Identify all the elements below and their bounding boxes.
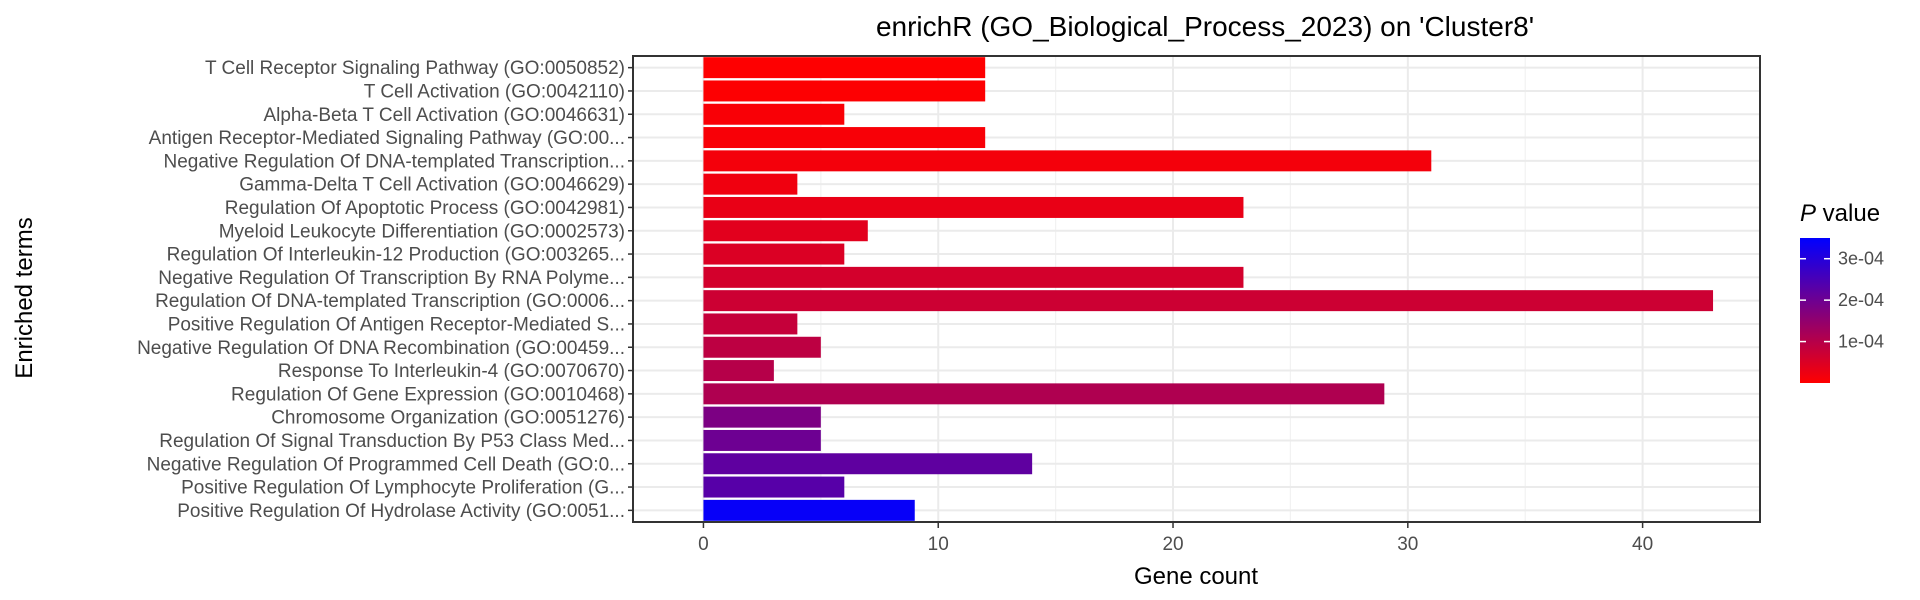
bar — [703, 406, 821, 428]
bar — [703, 196, 1244, 218]
y-tick-label: T Cell Receptor Signaling Pathway (GO:00… — [205, 58, 625, 79]
y-tick-labels: T Cell Receptor Signaling Pathway (GO:00… — [137, 58, 633, 522]
bar — [703, 220, 868, 242]
y-tick-label: T Cell Activation (GO:0042110) — [364, 81, 625, 102]
y-tick-label: Regulation Of Signal Transduction By P53… — [159, 431, 625, 452]
y-tick-label: Response To Interleukin-4 (GO:0070670) — [278, 361, 625, 382]
y-tick-label: Regulation Of DNA-templated Transcriptio… — [155, 291, 625, 312]
legend-tick-label: 2e-04 — [1838, 290, 1884, 310]
bar — [703, 336, 821, 358]
legend-tick-label: 3e-04 — [1838, 249, 1884, 269]
legend-tick-label: 1e-04 — [1838, 332, 1884, 352]
x-axis: 0 10 20 30 40 — [698, 522, 1653, 555]
bar — [703, 243, 845, 265]
y-tick-label: Alpha-Beta T Cell Activation (GO:0046631… — [263, 105, 625, 126]
bar — [703, 499, 915, 521]
x-tick-label: 20 — [1162, 534, 1183, 555]
panel-background — [633, 56, 1760, 522]
legend-title: P value — [1800, 200, 1880, 227]
x-tick-label: 10 — [928, 534, 949, 555]
y-axis-title: Enriched terms — [11, 217, 38, 378]
bar — [703, 150, 1432, 172]
bar — [703, 383, 1385, 405]
plot-panel — [633, 56, 1760, 522]
x-axis-title: Gene count — [1134, 563, 1258, 590]
x-tick-label: 40 — [1632, 534, 1653, 555]
bar — [703, 173, 798, 195]
chart-title: enrichR (GO_Biological_Process_2023) on … — [876, 11, 1534, 42]
y-tick-label: Positive Regulation Of Lymphocyte Prolif… — [181, 478, 625, 499]
bar — [703, 290, 1714, 312]
bar — [703, 127, 986, 149]
x-tick-label: 30 — [1397, 534, 1418, 555]
p-value-legend: P value 1e-04 2e-04 3e-04 — [1800, 200, 1884, 383]
y-tick-label: Antigen Receptor-Mediated Signaling Path… — [149, 128, 625, 149]
legend-colorbar — [1800, 238, 1830, 383]
y-tick-label: Positive Regulation Of Hydrolase Activit… — [177, 501, 625, 522]
bar — [703, 103, 845, 125]
y-tick-label: Negative Regulation Of Transcription By … — [158, 268, 625, 289]
y-tick-label: Myeloid Leukocyte Differentiation (GO:00… — [219, 221, 625, 242]
y-tick-label: Negative Regulation Of DNA-templated Tra… — [164, 151, 626, 172]
bar — [703, 57, 986, 79]
bars — [703, 57, 1714, 521]
bar — [703, 429, 821, 451]
bar — [703, 476, 845, 498]
bar — [703, 80, 986, 102]
x-tick-label: 0 — [698, 534, 709, 555]
y-tick-label: Negative Regulation Of DNA Recombination… — [137, 338, 625, 359]
bar — [703, 313, 798, 335]
y-tick-label: Negative Regulation Of Programmed Cell D… — [147, 454, 625, 475]
y-tick-label: Gamma-Delta T Cell Activation (GO:004662… — [239, 175, 625, 196]
y-tick-label: Chromosome Organization (GO:0051276) — [271, 408, 625, 429]
y-tick-label: Regulation Of Gene Expression (GO:001046… — [231, 384, 625, 405]
bar — [703, 360, 774, 382]
y-tick-label: Regulation Of Interleukin-12 Production … — [167, 245, 625, 266]
bar — [703, 453, 1033, 475]
y-tick-label: Regulation Of Apoptotic Process (GO:0042… — [225, 198, 625, 219]
panel-border — [632, 55, 1761, 523]
y-tick-label: Positive Regulation Of Antigen Receptor-… — [168, 314, 625, 335]
bar — [703, 266, 1244, 288]
